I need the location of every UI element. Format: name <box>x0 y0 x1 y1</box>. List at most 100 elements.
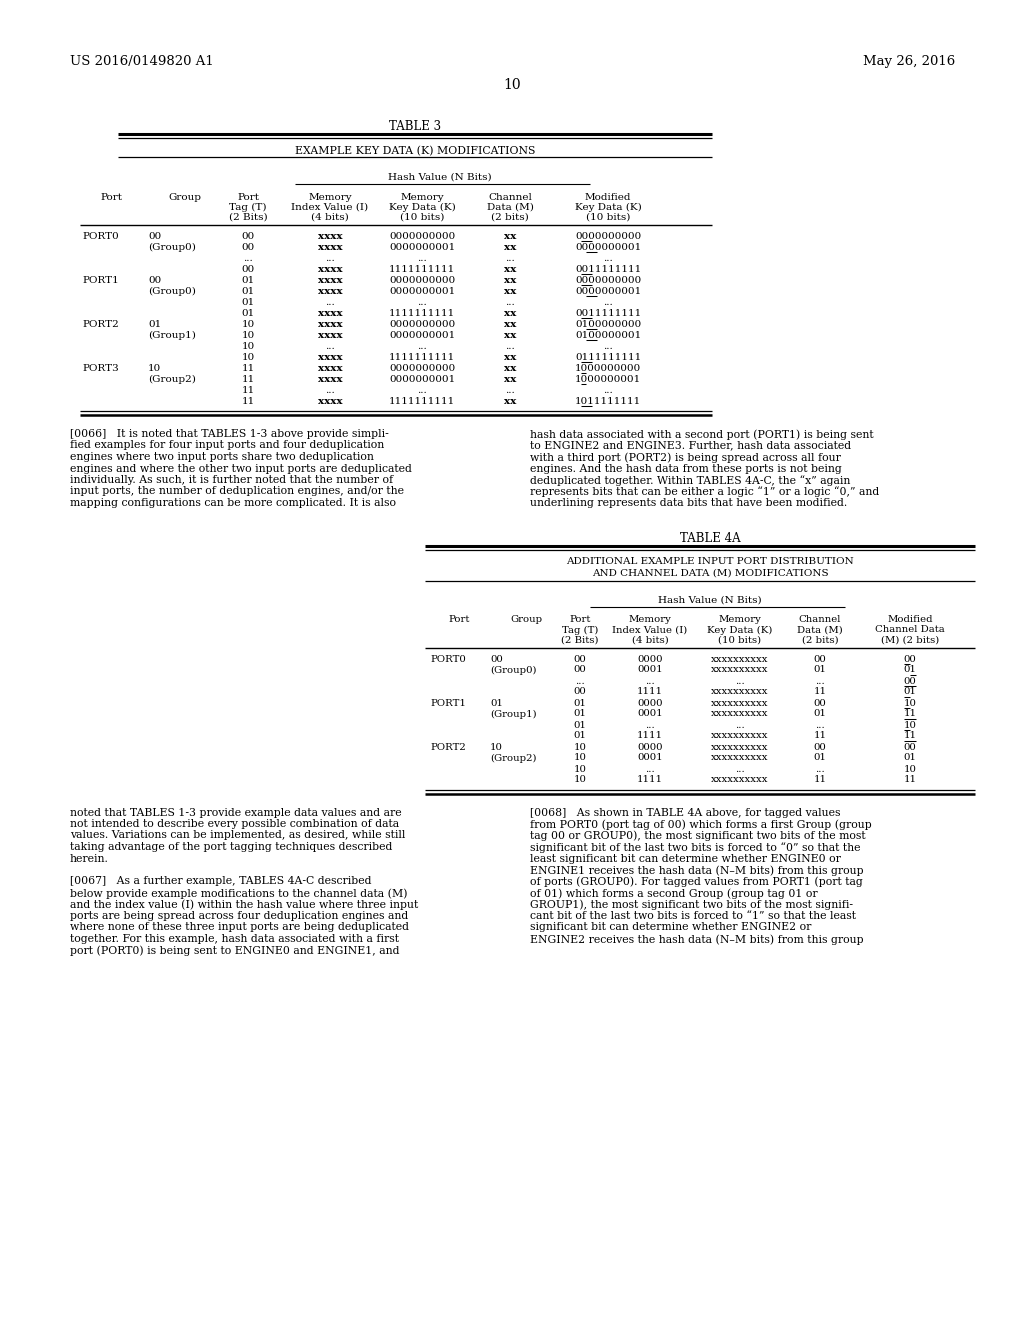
Text: Port: Port <box>100 193 122 202</box>
Text: [0066]   It is noted that TABLES 1-3 above provide simpli-: [0066] It is noted that TABLES 1-3 above… <box>70 429 389 440</box>
Text: 10: 10 <box>903 721 916 730</box>
Text: Group: Group <box>510 615 542 624</box>
Text: 10: 10 <box>503 78 521 92</box>
Text: 01: 01 <box>573 731 587 741</box>
Text: Memory: Memory <box>400 193 443 202</box>
Text: xxxxxxxxxx: xxxxxxxxxx <box>712 754 769 763</box>
Text: (Group0): (Group0) <box>148 286 196 296</box>
Text: ...: ... <box>645 764 655 774</box>
Text: 10: 10 <box>573 776 587 784</box>
Text: 0111111111: 0111111111 <box>574 352 641 362</box>
Text: (10 bits): (10 bits) <box>719 635 762 644</box>
Text: PORT2: PORT2 <box>82 319 119 329</box>
Text: AND CHANNEL DATA (M) MODIFICATIONS: AND CHANNEL DATA (M) MODIFICATIONS <box>592 569 828 578</box>
Text: significant bit can determine whether ENGINE2 or: significant bit can determine whether EN… <box>530 923 811 932</box>
Text: ...: ... <box>417 385 427 395</box>
Text: ...: ... <box>326 342 335 351</box>
Text: [0068]   As shown in TABLE 4A above, for tagged values: [0068] As shown in TABLE 4A above, for t… <box>530 808 841 817</box>
Text: 01: 01 <box>242 276 255 285</box>
Text: Memory: Memory <box>629 615 672 624</box>
Text: 00: 00 <box>573 655 587 664</box>
Text: US 2016/0149820 A1: US 2016/0149820 A1 <box>70 55 214 69</box>
Text: Tag (T): Tag (T) <box>229 203 266 213</box>
Text: significant bit of the last two bits is forced to “0” so that the: significant bit of the last two bits is … <box>530 842 860 853</box>
Text: mapping configurations can be more complicated. It is also: mapping configurations can be more compl… <box>70 498 396 508</box>
Text: 0000000001: 0000000001 <box>389 243 455 252</box>
Text: xxxx: xxxx <box>317 319 342 329</box>
Text: of 01) which forms a second Group (group tag 01 or: of 01) which forms a second Group (group… <box>530 888 817 899</box>
Text: 11: 11 <box>813 688 826 697</box>
Text: 10: 10 <box>148 364 161 374</box>
Text: 0001: 0001 <box>637 710 663 718</box>
Text: ...: ... <box>735 676 744 685</box>
Text: PORT3: PORT3 <box>82 364 119 374</box>
Text: ...: ... <box>243 253 253 263</box>
Text: noted that TABLES 1-3 provide example data values and are: noted that TABLES 1-3 provide example da… <box>70 808 401 817</box>
Text: 1000000001: 1000000001 <box>574 375 641 384</box>
Text: 1111111111: 1111111111 <box>389 397 455 407</box>
Text: ...: ... <box>815 764 825 774</box>
Text: 10: 10 <box>903 698 916 708</box>
Text: from PORT0 (port tag of 00) which forms a first Group (group: from PORT0 (port tag of 00) which forms … <box>530 818 871 829</box>
Text: 11: 11 <box>903 776 916 784</box>
Text: (Group2): (Group2) <box>148 375 196 384</box>
Text: xx: xx <box>504 319 516 329</box>
Text: Tag (T): Tag (T) <box>562 626 598 635</box>
Text: (2 bits): (2 bits) <box>802 635 839 644</box>
Text: ...: ... <box>326 298 335 308</box>
Text: xxxx: xxxx <box>317 352 342 362</box>
Text: 10: 10 <box>242 331 255 341</box>
Text: ENGINE1 receives the hash data (N–M bits) from this group: ENGINE1 receives the hash data (N–M bits… <box>530 865 863 875</box>
Text: Channel: Channel <box>488 193 531 202</box>
Text: ...: ... <box>645 676 655 685</box>
Text: 01: 01 <box>903 665 916 675</box>
Text: (Group1): (Group1) <box>148 331 196 341</box>
Text: 0000000000: 0000000000 <box>574 276 641 285</box>
Text: xxxx: xxxx <box>317 309 342 318</box>
Text: ports are being spread across four deduplication engines and: ports are being spread across four dedup… <box>70 911 409 921</box>
Text: xxxx: xxxx <box>317 331 342 341</box>
Text: 0000000001: 0000000001 <box>389 331 455 341</box>
Text: xxxx: xxxx <box>317 286 342 296</box>
Text: Hash Value (N Bits): Hash Value (N Bits) <box>658 595 762 605</box>
Text: (Group0): (Group0) <box>148 243 196 252</box>
Text: 10: 10 <box>573 754 587 763</box>
Text: 0000000001: 0000000001 <box>389 375 455 384</box>
Text: ...: ... <box>735 721 744 730</box>
Text: below provide example modifications to the channel data (M): below provide example modifications to t… <box>70 888 408 899</box>
Text: 11: 11 <box>242 385 255 395</box>
Text: PORT0: PORT0 <box>82 232 119 242</box>
Text: ...: ... <box>645 721 655 730</box>
Text: ...: ... <box>815 721 825 730</box>
Text: PORT2: PORT2 <box>430 742 466 751</box>
Text: 0000000001: 0000000001 <box>389 286 455 296</box>
Text: 00: 00 <box>242 232 255 242</box>
Text: 00: 00 <box>242 243 255 252</box>
Text: 11: 11 <box>903 731 916 741</box>
Text: fied examples for four input ports and four deduplication: fied examples for four input ports and f… <box>70 441 384 450</box>
Text: underlining represents data bits that have been modified.: underlining represents data bits that ha… <box>530 498 847 508</box>
Text: xxxx: xxxx <box>317 364 342 374</box>
Text: where none of these three input ports are being deduplicated: where none of these three input ports ar… <box>70 923 409 932</box>
Text: xxxx: xxxx <box>317 243 342 252</box>
Text: 1111111111: 1111111111 <box>389 309 455 318</box>
Text: 01: 01 <box>490 698 503 708</box>
Text: 10: 10 <box>573 764 587 774</box>
Text: xx: xx <box>504 352 516 362</box>
Text: xxxx: xxxx <box>317 375 342 384</box>
Text: 11: 11 <box>242 375 255 384</box>
Text: 01: 01 <box>903 754 916 763</box>
Text: xx: xx <box>504 286 516 296</box>
Text: TABLE 3: TABLE 3 <box>389 120 441 133</box>
Text: together. For this example, hash data associated with a first: together. For this example, hash data as… <box>70 935 399 944</box>
Text: 11: 11 <box>242 397 255 407</box>
Text: xxxxxxxxxx: xxxxxxxxxx <box>712 710 769 718</box>
Text: (4 bits): (4 bits) <box>632 635 669 644</box>
Text: ...: ... <box>417 298 427 308</box>
Text: Channel Data: Channel Data <box>876 626 945 635</box>
Text: [0067]   As a further example, TABLES 4A-C described: [0067] As a further example, TABLES 4A-C… <box>70 876 372 887</box>
Text: 01: 01 <box>903 688 916 697</box>
Text: 0000000000: 0000000000 <box>389 232 455 242</box>
Text: 0011111111: 0011111111 <box>574 265 641 275</box>
Text: (Group0): (Group0) <box>490 665 537 675</box>
